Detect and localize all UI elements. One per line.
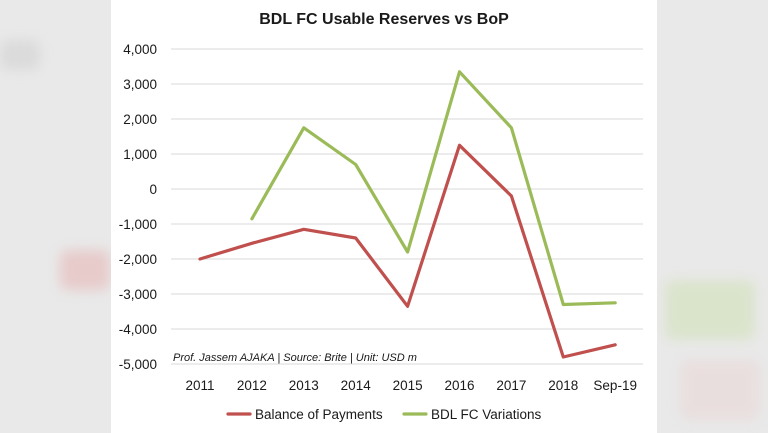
series-lines: [198, 70, 617, 359]
y-tick-label: -5,000: [119, 357, 157, 372]
source-annotation: Prof. Jassem AJAKA | Source: Brite | Uni…: [173, 352, 417, 364]
x-tick-label: 2011: [185, 378, 214, 393]
y-tick-label: -4,000: [119, 322, 157, 337]
background-blur: [665, 280, 755, 340]
x-tick-label: Sep-19: [593, 378, 637, 393]
y-tick-label: 0: [149, 182, 157, 197]
series-line-balance-of-payments: [198, 143, 617, 359]
x-tick-label: 2017: [496, 378, 526, 393]
grid: [171, 48, 643, 365]
x-tick-label: 2016: [444, 378, 474, 393]
y-tick-label: -3,000: [119, 287, 157, 302]
y-tick-label: -2,000: [119, 252, 157, 267]
x-tick-label: 2018: [548, 378, 578, 393]
y-tick-label: 4,000: [123, 42, 157, 57]
legend-label: BDL FC Variations: [431, 407, 542, 422]
y-axis-ticks: 4,000 3,000 2,000 1,000 0 -1,000 -2,000 -3,000 -…: [119, 42, 157, 372]
background-blur: [680, 360, 760, 420]
x-axis-ticks: 2011 2012 2013 2014 2015 2016 2017 2018 Sep-19: [185, 378, 636, 393]
x-tick-label: 2012: [237, 378, 267, 393]
series-line-bdl-fc-variations: [250, 70, 617, 307]
chart-card: BDL FC Usable Reserves vs BoP 4,000 3,000…: [111, 0, 657, 433]
y-tick-label: 2,000: [123, 112, 157, 127]
background-blur: [0, 40, 40, 70]
chart: BDL FC Usable Reserves vs BoP 4,000 3,000…: [119, 11, 643, 422]
y-tick-label: 1,000: [123, 147, 157, 162]
x-tick-label: 2015: [393, 378, 423, 393]
y-tick-label: -1,000: [119, 217, 157, 232]
legend: Balance of Payments BDL FC Variations: [226, 407, 542, 422]
x-tick-label: 2014: [341, 378, 372, 393]
chart-title: BDL FC Usable Reserves vs BoP: [259, 11, 509, 28]
y-tick-label: 3,000: [123, 77, 157, 92]
legend-label: Balance of Payments: [255, 407, 383, 422]
x-tick-label: 2013: [289, 378, 319, 393]
background-blur: [60, 250, 110, 290]
